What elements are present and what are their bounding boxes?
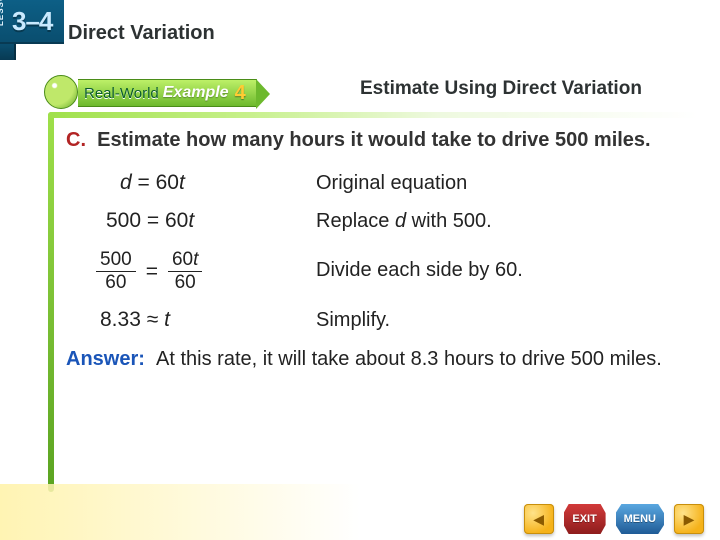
- lesson-tab: LESSON 3–4: [0, 0, 64, 60]
- step-reason: Replace d with 500.: [316, 210, 684, 233]
- step-row: 500 = 60t Replace d with 500.: [66, 209, 684, 233]
- frac-bot: 60: [168, 272, 202, 294]
- step-expression: d = 60t: [66, 171, 316, 195]
- step-reason: Simplify.: [316, 309, 684, 332]
- question-text: Estimate how many hours it would take to…: [97, 129, 651, 151]
- footer: ◀ EXIT MENU ▶: [0, 484, 720, 540]
- step-reason: Original equation: [316, 172, 684, 195]
- question-part: C.: [66, 129, 86, 151]
- step-row: 8.33 ≈ t Simplify.: [66, 308, 684, 332]
- menu-button[interactable]: MENU: [616, 504, 664, 534]
- frame-horizontal: [48, 112, 698, 118]
- question: C. Estimate how many hours it would take…: [66, 128, 684, 153]
- lesson-word: LESSON: [0, 0, 5, 26]
- answer: Answer: At this rate, it will take about…: [66, 346, 684, 372]
- step-expression: 8.33 ≈ t: [66, 308, 316, 332]
- frac-top: 60t: [168, 249, 202, 272]
- step-expression: 50060 = 60t60: [66, 247, 316, 294]
- frac-bot: 60: [96, 272, 136, 294]
- content-area: C. Estimate how many hours it would take…: [66, 128, 684, 372]
- chapter-title: Direct Variation: [68, 22, 215, 45]
- slide-title: Estimate Using Direct Variation: [360, 78, 642, 100]
- step-row: d = 60t Original equation: [66, 171, 684, 195]
- answer-body: At this rate, it will take about 8.3 hou…: [156, 348, 662, 370]
- ribbon-real-world: Real-World: [84, 85, 159, 102]
- frame-vertical: [48, 112, 54, 492]
- lesson-code: 3–4: [12, 6, 52, 37]
- real-world-ribbon: Real-World Example 4: [44, 78, 324, 108]
- step-row: 50060 = 60t60 Divide each side by 60.: [66, 247, 684, 294]
- frac-top: 500: [96, 249, 136, 272]
- triangle-left-icon: ◀: [533, 511, 544, 528]
- equals: =: [146, 260, 158, 284]
- work-steps: d = 60t Original equation 500 = 60t Repl…: [66, 171, 684, 332]
- next-button[interactable]: ▶: [674, 504, 704, 534]
- slide: LESSON 3–4 Direct Variation Real-World E…: [0, 0, 720, 540]
- footer-buttons: ◀ EXIT MENU ▶: [524, 504, 704, 534]
- step-expression: 500 = 60t: [66, 209, 316, 233]
- ribbon-strip: Real-World Example 4: [78, 79, 257, 107]
- exit-button[interactable]: EXIT: [564, 504, 606, 534]
- lesson-tab-corner: [0, 44, 16, 60]
- triangle-right-icon: ▶: [684, 511, 695, 528]
- step-reason: Divide each side by 60.: [316, 259, 684, 282]
- ribbon-example: Example: [163, 84, 229, 102]
- prev-button[interactable]: ◀: [524, 504, 554, 534]
- ribbon-number: 4: [235, 82, 246, 105]
- answer-label: Answer:: [66, 348, 145, 370]
- globe-icon: [44, 75, 78, 109]
- footer-gradient: [0, 484, 360, 540]
